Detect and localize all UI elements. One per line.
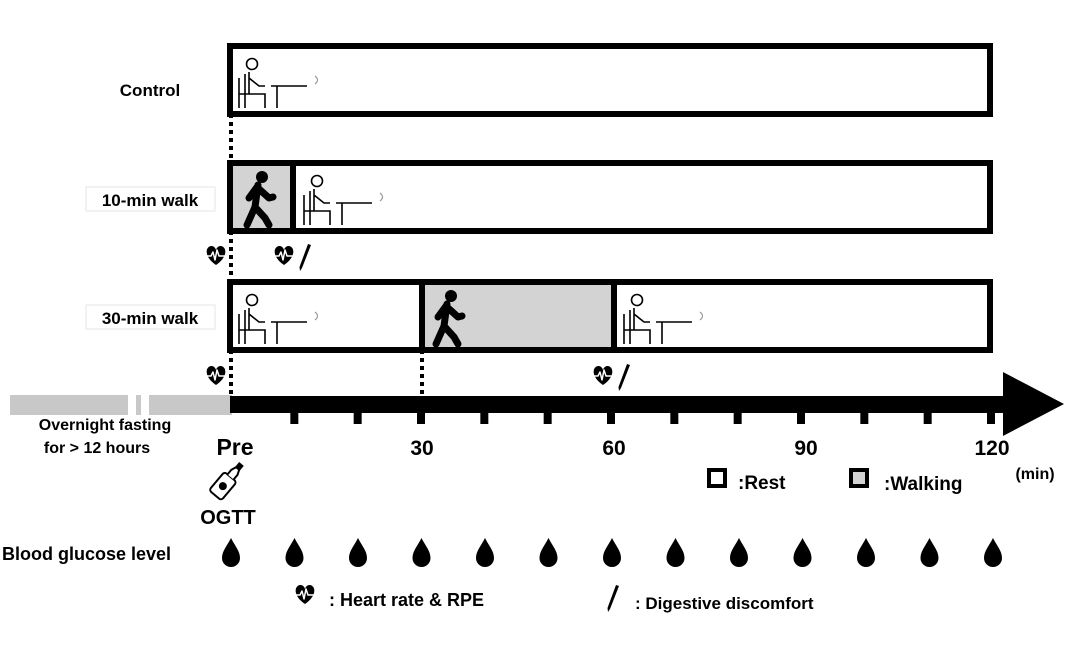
walking-legend-label: :Walking (884, 474, 962, 495)
timeline-bar (230, 396, 1006, 413)
time-label-90: 90 (794, 437, 817, 460)
condition-label-frame-10min (85, 186, 216, 212)
timeline-tick (860, 412, 869, 424)
heart-rate-icon (592, 365, 614, 386)
timeline-tick (290, 412, 299, 424)
condition-label-10min-walk: 10-min walk (102, 191, 199, 210)
heart-rate-icon (205, 365, 227, 386)
blood-glucose-label: Blood glucose level (2, 544, 171, 564)
fasting-bar-segment-3 (149, 395, 232, 415)
blood-drop-icon (730, 538, 748, 567)
blood-drop-icon (793, 538, 812, 567)
timeline-tick (417, 412, 425, 424)
heart-legend-label: : Heart rate & RPE (329, 590, 484, 610)
timeline-tick (797, 412, 805, 424)
timeline-tick (987, 412, 995, 424)
timeline-tick (923, 412, 932, 424)
timeline-ticks (290, 412, 995, 424)
blood-drop-icon (857, 538, 875, 567)
condition-label-frame-30min (85, 304, 216, 330)
fasting-label-line1: Overnight fasting (39, 417, 171, 434)
fasting-bar-segment-1 (10, 395, 128, 415)
pen-icon (607, 585, 619, 612)
seated-person-icon (303, 174, 384, 226)
timeline-tick (607, 412, 615, 424)
heart-rate-icon (294, 584, 316, 605)
timeline-tick (353, 412, 362, 424)
timeline-tick (733, 412, 742, 424)
glucose-bottle-icon (209, 461, 244, 501)
condition-label-30min-walk: 30-min walk (102, 309, 199, 328)
seated-person-icon (238, 293, 319, 345)
blood-drop-icon (476, 538, 494, 567)
timeline-tick (543, 412, 552, 424)
heart-rate-icon (273, 245, 295, 266)
blood-drop-icon (666, 538, 685, 567)
condition-label-control: Control (120, 81, 180, 100)
blood-drop-icon (920, 538, 939, 567)
blood-drop-icon (222, 538, 240, 567)
walking-legend-swatch (849, 468, 869, 488)
heart-rate-icon (205, 245, 227, 266)
fasting-bar-segment-2 (136, 395, 141, 415)
rest-legend-label: :Rest (738, 473, 786, 494)
timeline-tick (670, 412, 679, 424)
pen-icon (618, 364, 630, 391)
seated-person-icon (623, 293, 704, 345)
blood-drop-icon (539, 538, 558, 567)
pen-legend-label: : Digestive discomfort (635, 594, 814, 613)
time-label-30: 30 (410, 437, 433, 460)
ten-min-condition-box (227, 160, 993, 234)
time-unit-label: (min) (1015, 466, 1054, 483)
control-rest-box (227, 43, 993, 117)
ogtt-label: OGTT (200, 507, 256, 529)
blood-drop-icon (285, 538, 304, 567)
rest-legend-swatch (707, 468, 727, 488)
pen-icon (299, 244, 311, 271)
time-label-60: 60 (602, 437, 625, 460)
timeline-tick (480, 412, 489, 424)
blood-drop-icon (984, 538, 1002, 567)
time-label-pre: Pre (216, 434, 253, 460)
blood-drop-icon (603, 538, 621, 567)
blood-drop-icon (412, 538, 431, 567)
time-label-120: 120 (974, 437, 1009, 460)
thirty-min-condition-box (227, 279, 993, 353)
blood-glucose-samples (222, 538, 1002, 567)
fasting-label-line2: for > 12 hours (44, 440, 150, 457)
timeline-arrowhead (1003, 372, 1064, 436)
blood-drop-icon (349, 538, 367, 567)
